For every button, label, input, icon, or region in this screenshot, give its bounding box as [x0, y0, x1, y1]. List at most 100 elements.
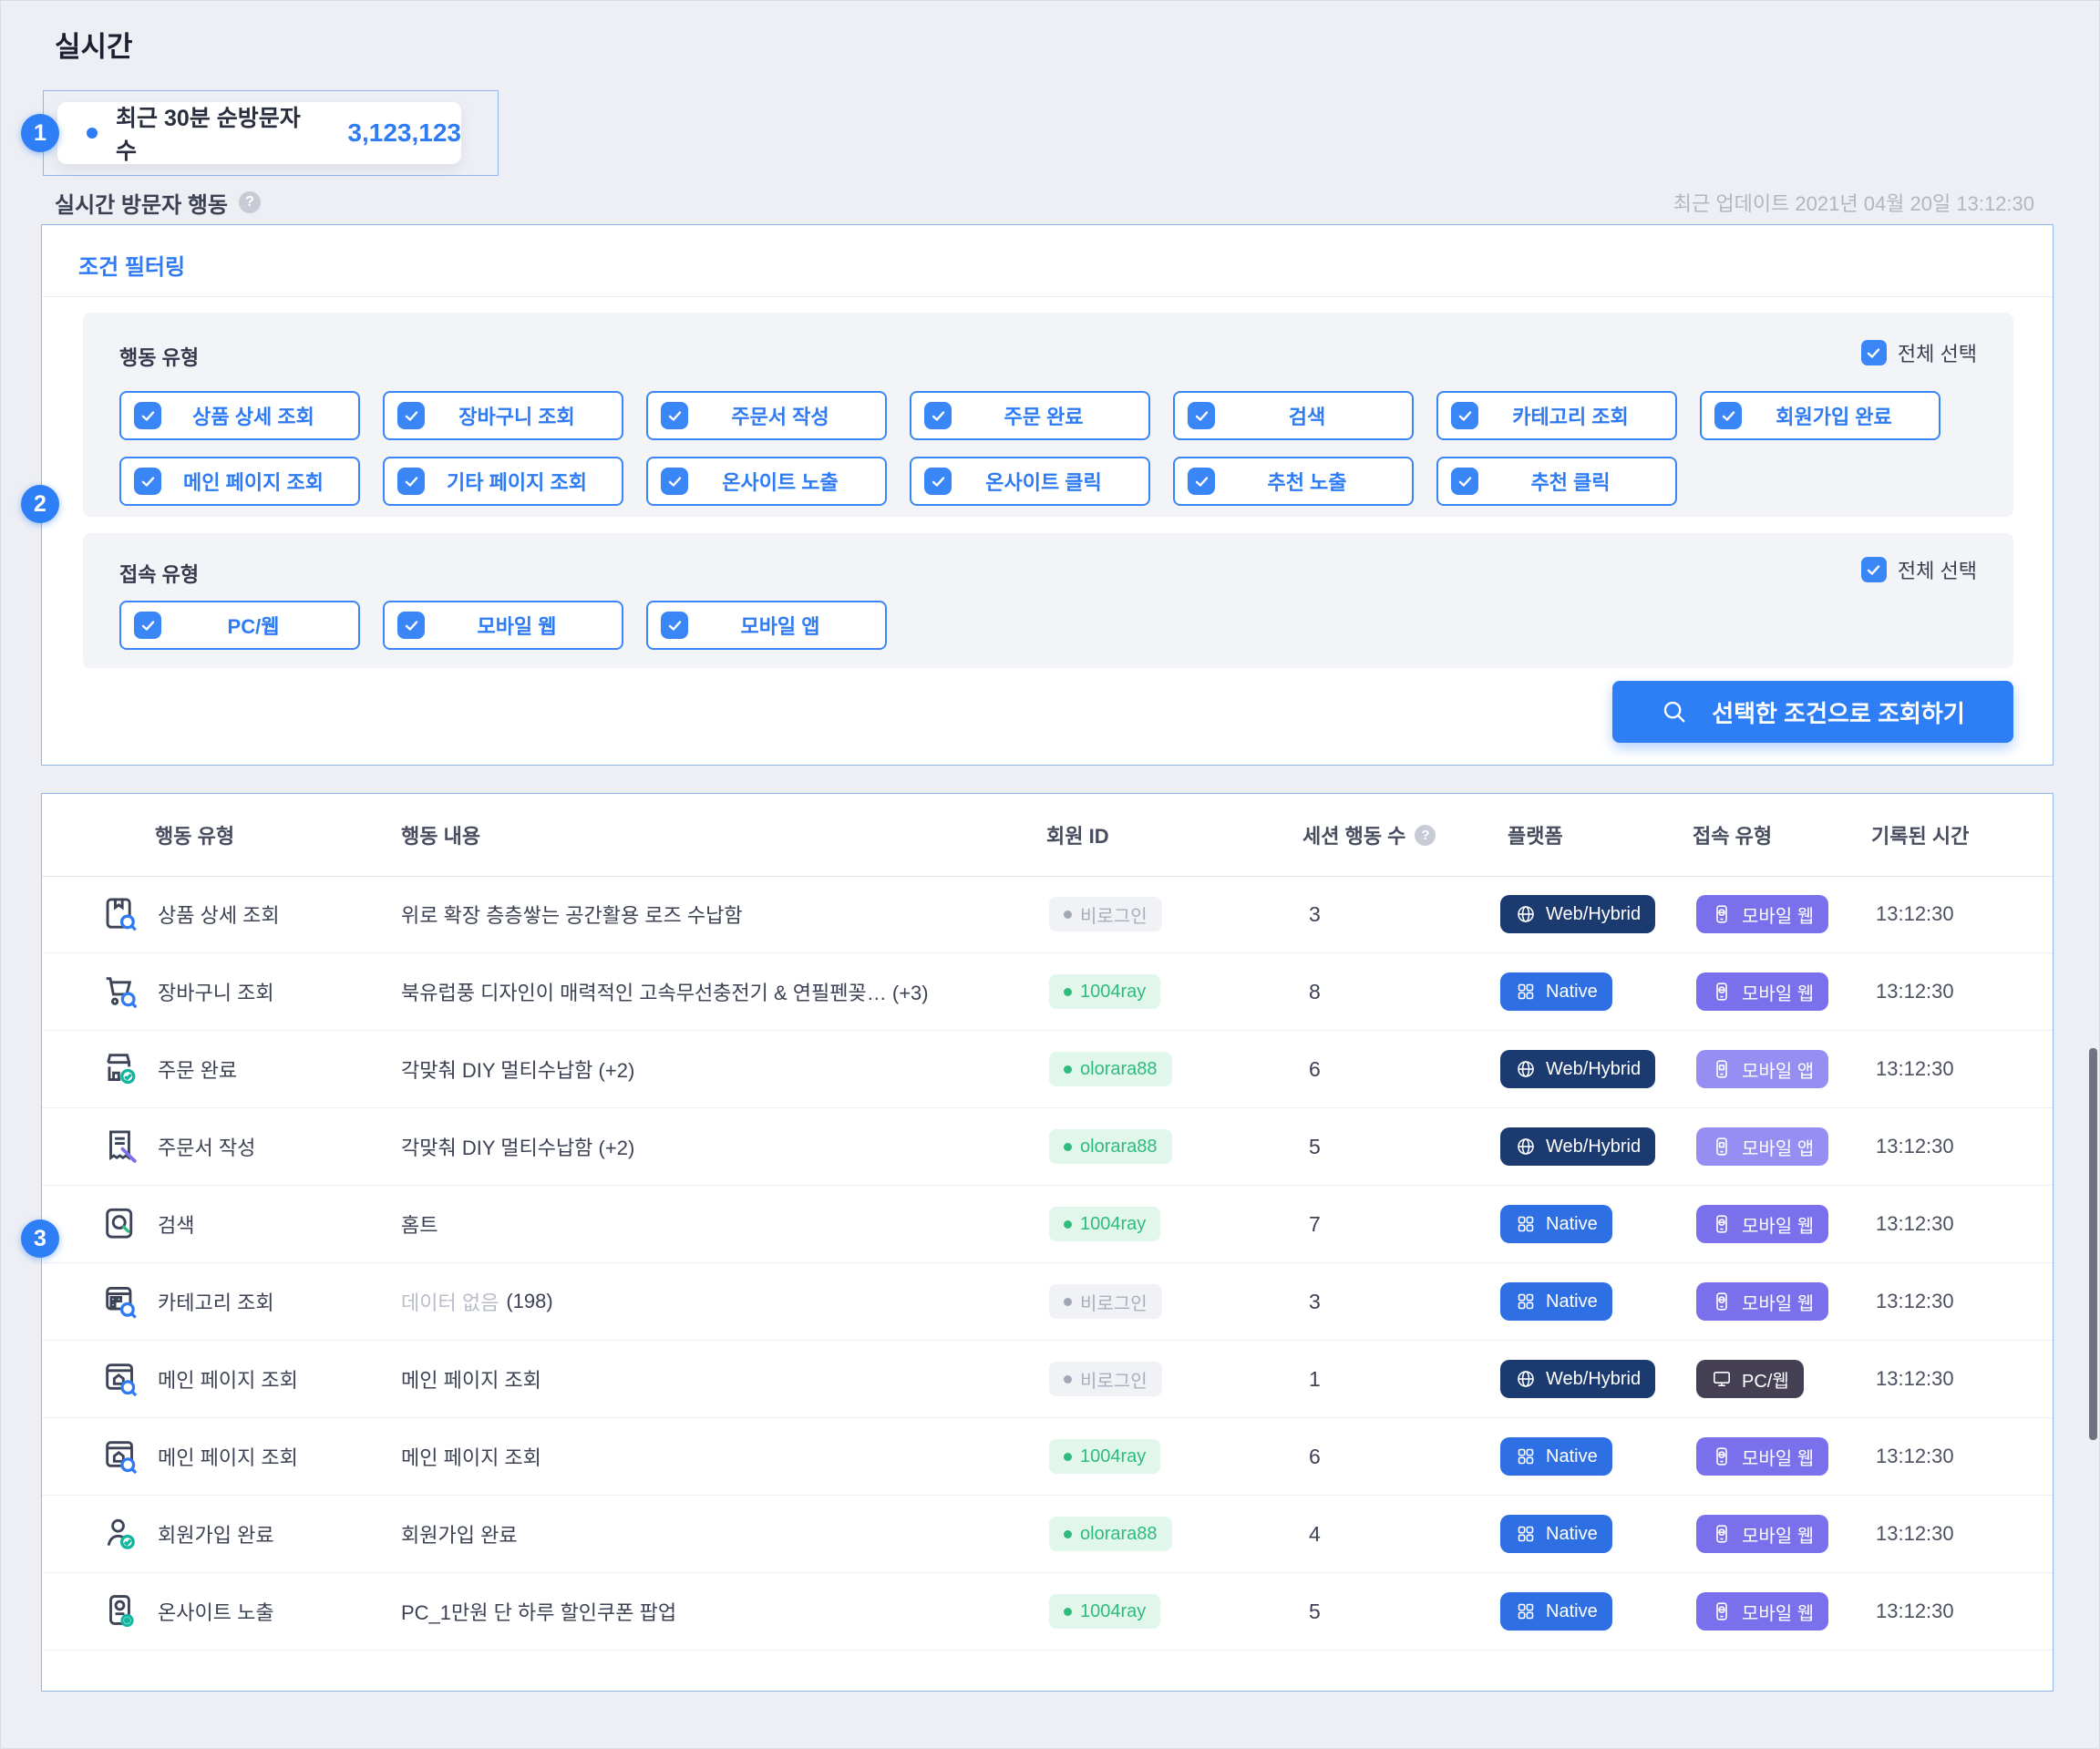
- filter-option-pill[interactable]: 메인 페이지 조회: [119, 457, 360, 506]
- checkbox-checked-icon[interactable]: [1860, 340, 1887, 365]
- platform-cell: Web/Hybrid: [1500, 1341, 1656, 1417]
- action-icon-cell: [100, 1496, 142, 1572]
- filter-option-label: 온사이트 노출: [722, 471, 839, 494]
- platform-icon: [1515, 981, 1537, 1003]
- filter-option-pill[interactable]: 주문서 작성: [646, 391, 887, 440]
- filter-option-pill[interactable]: 모바일 앱: [646, 601, 887, 650]
- checkbox-checked-icon[interactable]: [661, 468, 688, 495]
- recorded-time-cell: 13:12:30: [1876, 1600, 1954, 1622]
- recorded-time-cell: 13:12:30: [1876, 1445, 1954, 1467]
- action-type-label: 행동 유형: [119, 346, 200, 369]
- checkbox-checked-icon[interactable]: [134, 612, 161, 639]
- checkbox-checked-icon[interactable]: [1714, 402, 1742, 429]
- checkbox-checked-icon[interactable]: [134, 402, 161, 429]
- access-type-badge: 모바일 웹: [1696, 1592, 1829, 1631]
- access-type-cell: 모바일 웹: [1696, 1496, 1829, 1572]
- checkbox-checked-icon[interactable]: [1451, 402, 1478, 429]
- action-select-all[interactable]: 전체 선택: [1860, 338, 1977, 367]
- filter-option-pill[interactable]: 추천 노출: [1173, 457, 1414, 506]
- checkbox-checked-icon[interactable]: [1860, 557, 1887, 582]
- table-header: 행동 유형 행동 내용 회원 ID 세션 행동 수 ? 플랫폼 접속 유형 기록…: [42, 794, 2053, 877]
- content-text: (198): [506, 1290, 553, 1312]
- checkbox-checked-icon[interactable]: [661, 612, 688, 639]
- filter-option-label: PC/웹: [227, 615, 280, 638]
- filter-option-pill[interactable]: 검색: [1173, 391, 1414, 440]
- recorded-time-cell: 13:12:30: [1876, 1367, 1954, 1390]
- help-icon[interactable]: ?: [1415, 824, 1436, 846]
- col-access-type: 접속 유형: [1693, 825, 1773, 848]
- filter-option-pill[interactable]: 추천 클릭: [1436, 457, 1677, 506]
- table-row: 주문 완료 각맞춰 DIY 멀티수납함 (+2) olorara88 6 Web…: [42, 1031, 2053, 1108]
- search-icon: [100, 1203, 142, 1245]
- col-platform: 플랫폼: [1508, 825, 1563, 848]
- action-icon-cell: [100, 1031, 142, 1107]
- filter-option-pill[interactable]: 주문 완료: [910, 391, 1150, 440]
- filter-option-pill[interactable]: 온사이트 클릭: [910, 457, 1150, 506]
- filter-option-pill[interactable]: PC/웹: [119, 601, 360, 650]
- checkbox-checked-icon[interactable]: [1188, 402, 1215, 429]
- col-action-type: 행동 유형: [155, 825, 235, 848]
- member-id-badge: olorara88: [1049, 1052, 1172, 1086]
- table-row: 카테고리 조회 데이터 없음 (198) 비로그인 3 Native 모바일 웹…: [42, 1263, 2053, 1341]
- filter-option-pill[interactable]: 상품 상세 조회: [119, 391, 360, 440]
- filter-option-label: 추천 클릭: [1530, 471, 1611, 494]
- table-row: 장바구니 조회 북유럽풍 디자인이 매력적인 고속무선충전기 & 연필펜꽂… (…: [42, 953, 2053, 1031]
- content-text: 메인 페이지 조회: [401, 1446, 541, 1469]
- checkbox-checked-icon[interactable]: [134, 468, 161, 495]
- action-icon-cell: [100, 1418, 142, 1495]
- content-text: 북유럽풍 디자인이 매력적인 고속무선충전기 & 연필펜꽂… (+3): [401, 982, 929, 1004]
- session-count-cell: 3: [1309, 901, 1321, 926]
- status-dot-icon: [1064, 1219, 1072, 1229]
- access-type-cell: PC/웹: [1696, 1341, 1804, 1417]
- filter-option-pill[interactable]: 회원가입 완료: [1700, 391, 1940, 440]
- recorded-time-cell: 13:12:30: [1876, 1290, 1954, 1312]
- checkbox-checked-icon[interactable]: [924, 468, 952, 495]
- col-action-content: 행동 내용: [401, 825, 481, 848]
- access-type-badge: 모바일 앱: [1696, 1127, 1829, 1166]
- filter-option-pill[interactable]: 카테고리 조회: [1436, 391, 1677, 440]
- access-type-cell: 모바일 웹: [1696, 1573, 1829, 1650]
- checkbox-checked-icon[interactable]: [397, 468, 425, 495]
- stat-label: 최근 30분 순방문자 수: [116, 106, 301, 164]
- filter-option-pill[interactable]: 온사이트 노출: [646, 457, 887, 506]
- content-text: 각맞춰 DIY 멀티수납함 (+2): [401, 1137, 635, 1159]
- filter-option-pill[interactable]: 장바구니 조회: [383, 391, 623, 440]
- platform-cell: Native: [1500, 1496, 1612, 1572]
- session-count-cell: 6: [1309, 1444, 1321, 1468]
- member-id-cell: olorara88: [1049, 1496, 1172, 1572]
- access-select-all[interactable]: 전체 선택: [1860, 555, 1977, 584]
- access-type-badge: 모바일 웹: [1696, 1282, 1829, 1321]
- filter-option-pill[interactable]: 모바일 웹: [383, 601, 623, 650]
- member-id-badge: 비로그인: [1049, 1362, 1162, 1396]
- recorded-time-cell: 13:12:30: [1876, 1057, 1954, 1080]
- checkbox-checked-icon[interactable]: [661, 402, 688, 429]
- action-content-cell: 메인 페이지 조회: [401, 1341, 541, 1417]
- checkbox-checked-icon[interactable]: [397, 402, 425, 429]
- access-type-badge: PC/웹: [1696, 1360, 1804, 1398]
- recorded-time-cell: 13:12:30: [1876, 1522, 1954, 1545]
- platform-icon: [1515, 1523, 1537, 1545]
- main-page-icon: [100, 1435, 142, 1477]
- member-id-cell: 1004ray: [1049, 953, 1161, 1030]
- session-count-cell: 3: [1309, 1289, 1321, 1313]
- search-with-conditions-button[interactable]: 선택한 조건으로 조회하기: [1612, 681, 2013, 743]
- access-type-badge: 모바일 웹: [1696, 1205, 1829, 1243]
- checkbox-checked-icon[interactable]: [924, 402, 952, 429]
- help-icon[interactable]: ?: [238, 191, 261, 213]
- platform-icon: [1515, 1600, 1537, 1622]
- filter-option-pill[interactable]: 기타 페이지 조회: [383, 457, 623, 506]
- checkbox-checked-icon[interactable]: [397, 612, 425, 639]
- annotation-badge-1: 1: [21, 114, 59, 152]
- access-type-icon: [1711, 903, 1733, 925]
- session-count-cell: 5: [1309, 1599, 1321, 1623]
- platform-icon: [1515, 1136, 1537, 1157]
- vertical-scrollbar-thumb[interactable]: [2089, 1048, 2097, 1440]
- action-icon-cell: [100, 1341, 142, 1417]
- status-dot-icon: [1064, 1065, 1072, 1074]
- checkbox-checked-icon[interactable]: [1451, 468, 1478, 495]
- action-type-cell: 메인 페이지 조회: [158, 1446, 298, 1469]
- checkbox-checked-icon[interactable]: [1188, 468, 1215, 495]
- platform-badge: Web/Hybrid: [1500, 1360, 1656, 1398]
- filter-option-label: 주문서 작성: [731, 406, 829, 428]
- platform-icon: [1515, 1058, 1537, 1080]
